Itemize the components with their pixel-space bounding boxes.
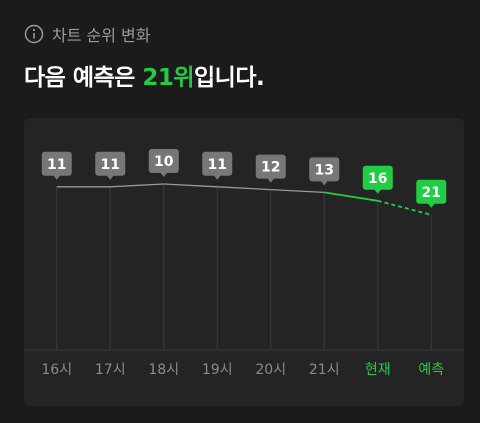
line-segment	[163, 183, 218, 188]
rank-marker: 16	[362, 165, 393, 194]
rank-pointer	[159, 172, 168, 177]
rank-pointer	[427, 202, 436, 208]
title-text: 다음 예측은	[24, 65, 143, 91]
line-segment	[217, 186, 271, 191]
chart-panel	[24, 118, 464, 406]
rank-label: 21	[422, 185, 441, 201]
subtitle: 차트 순위 변화	[52, 26, 151, 45]
rank-marker: 12	[255, 154, 286, 183]
x-tick-label: 18시	[148, 362, 179, 378]
line-segment	[110, 183, 164, 188]
rank-pointer	[373, 188, 382, 194]
x-tick-label: 20시	[255, 362, 286, 378]
x-tick-label: 17시	[95, 362, 126, 378]
rank-marker: 13	[309, 157, 340, 186]
rank-pointer	[52, 174, 61, 180]
rank-marker: 11	[202, 151, 233, 180]
x-tick-label: 예측	[418, 362, 444, 378]
rank-pointer	[213, 174, 222, 180]
rank-box	[255, 154, 286, 179]
x-tick-label: 현재	[365, 362, 391, 378]
rank-marker: 11	[41, 151, 72, 180]
rank-box	[309, 157, 340, 182]
rank-label: 16	[368, 171, 387, 187]
subtitle-row: 차트 순위 변화	[24, 22, 151, 46]
rank-box	[202, 151, 233, 176]
rank-marker: 11	[95, 151, 126, 180]
rank-box	[95, 151, 126, 176]
rank-label: 11	[208, 157, 227, 173]
line-segment	[324, 191, 378, 202]
x-tick-label: 19시	[202, 362, 233, 378]
line-segment	[377, 199, 432, 216]
rank-label: 12	[261, 160, 280, 176]
rank-label: 11	[101, 157, 120, 173]
rank-pointer	[320, 180, 329, 186]
rank-box	[148, 149, 179, 173]
rank-marker: 10	[148, 149, 179, 177]
rank-marker: 21	[416, 179, 447, 208]
rank-box	[416, 179, 447, 204]
rank-box	[41, 151, 72, 176]
info-icon[interactable]	[24, 24, 44, 44]
x-tick-label: 21시	[309, 362, 340, 378]
title: 다음 예측은 21위입니다.	[24, 58, 265, 92]
title-text: 입니다.	[194, 65, 265, 91]
rank-pointer	[106, 174, 115, 180]
rank-pointer	[266, 177, 275, 183]
rank-label: 13	[315, 162, 334, 178]
line-segment	[270, 188, 325, 194]
rank-label: 11	[47, 157, 66, 173]
title-highlight: 21위	[142, 65, 194, 91]
rank-label: 10	[154, 154, 174, 170]
x-tick-label: 16시	[41, 362, 72, 378]
rank-box	[362, 165, 393, 190]
